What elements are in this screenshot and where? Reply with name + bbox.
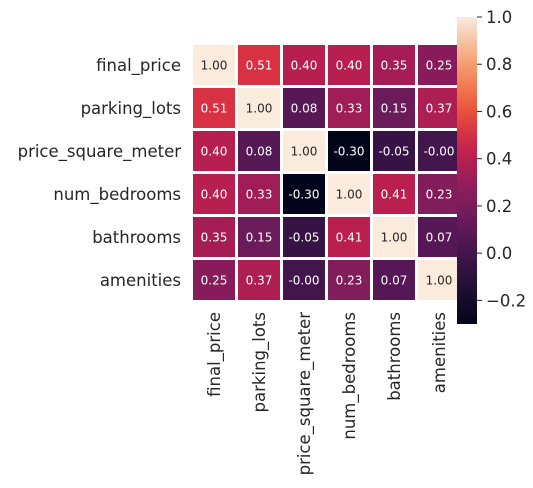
row-tick-label: bathrooms — [92, 228, 181, 247]
colorbar-tick-label: −0.2 — [486, 291, 526, 310]
cell-value-label: 0.51 — [246, 59, 273, 73]
heatmap-cell — [328, 45, 370, 85]
heatmap-cell — [373, 174, 415, 214]
heatmap-cell — [193, 174, 235, 214]
heatmap-cell — [328, 174, 370, 214]
column-tick-label: num_bedrooms — [340, 312, 360, 440]
heatmap-cell — [193, 131, 235, 171]
cell-value-label: 0.23 — [336, 274, 363, 288]
colorbar-tick-label: 0.4 — [486, 150, 512, 169]
cell-value-label: 0.40 — [201, 188, 228, 202]
heatmap-cell — [193, 217, 235, 257]
column-tick-label: final_price — [205, 312, 225, 397]
heatmap-cell — [238, 260, 280, 300]
cell-value-label: 0.23 — [426, 188, 453, 202]
heatmap-cells: 1.00 0.51 0.40 0.40 0.35 0.25 0.51 1.00 0.08 0.33… — [193, 45, 460, 300]
cell-value-label: 0.33 — [246, 188, 273, 202]
cell-value-label: 0.35 — [381, 59, 408, 73]
column-tick-label: price_square_meter — [295, 312, 315, 476]
colorbar-tick-label: 0.2 — [486, 197, 512, 216]
colorbar-tick-label: 1.0 — [486, 8, 512, 27]
cell-value-label: 0.37 — [246, 274, 273, 288]
cell-value-label: -0.05 — [288, 231, 319, 245]
cell-value-label: 0.25 — [426, 59, 453, 73]
heatmap-cell — [238, 217, 280, 257]
cell-value-label: 1.00 — [246, 102, 273, 116]
colorbar-ticks: 1.0 0.8 0.6 0.4 0.2 0.0 −0.2 — [477, 8, 526, 310]
cell-value-label: 0.40 — [336, 59, 363, 73]
heatmap-cell — [373, 260, 415, 300]
heatmap-cell — [373, 88, 415, 128]
heatmap-cell — [373, 131, 415, 171]
heatmap-cell — [283, 174, 325, 214]
row-tick-label: final_price — [96, 56, 181, 76]
heatmap-cell — [328, 260, 370, 300]
cell-value-label: 0.15 — [246, 231, 273, 245]
heatmap-cell — [418, 174, 460, 214]
row-tick-label: num_bedrooms — [53, 185, 181, 205]
cell-value-label: 0.08 — [246, 145, 273, 159]
heatmap-cell — [373, 217, 415, 257]
heatmap-cell — [328, 131, 370, 171]
row-tick-label: parking_lots — [81, 99, 181, 119]
heatmap-cell — [193, 88, 235, 128]
heatmap-cell — [418, 45, 460, 85]
heatmap-cell — [328, 88, 370, 128]
cell-value-label: -0.30 — [288, 188, 319, 202]
column-tick-label: bathrooms — [385, 312, 404, 401]
heatmap-cell — [238, 131, 280, 171]
cell-value-label: 1.00 — [381, 231, 408, 245]
heatmap-cell — [418, 217, 460, 257]
cell-value-label: 0.07 — [381, 274, 408, 288]
row-tick-label: price_square_meter — [18, 142, 182, 162]
heatmap-cell — [193, 260, 235, 300]
cell-value-label: 0.35 — [201, 231, 228, 245]
cell-value-label: 0.25 — [201, 274, 228, 288]
heatmap-cell — [283, 260, 325, 300]
cell-value-label: 1.00 — [336, 188, 363, 202]
cell-value-label: 1.00 — [201, 59, 228, 73]
heatmap-cell — [418, 260, 460, 300]
colorbar-tick-label: 0.0 — [486, 244, 512, 263]
heatmap-cell — [328, 217, 370, 257]
cell-value-label: 0.51 — [201, 102, 228, 116]
heatmap-cell — [283, 131, 325, 171]
heatmap-cell — [373, 45, 415, 85]
cell-value-label: -0.05 — [378, 145, 409, 159]
heatmap-cell — [418, 131, 460, 171]
heatmap-cell — [418, 88, 460, 128]
cell-value-label: 0.08 — [291, 102, 318, 116]
cell-value-label: 0.40 — [201, 145, 228, 159]
colorbar — [457, 17, 477, 324]
cell-value-label: 0.41 — [336, 231, 363, 245]
row-tick-label: amenities — [100, 271, 181, 290]
cell-value-label: -0.00 — [423, 145, 454, 159]
cell-value-label: 0.15 — [381, 102, 408, 116]
colorbar-tick-label: 0.8 — [486, 55, 512, 74]
cell-value-label: 0.41 — [381, 188, 408, 202]
column-tick-labels: final_price parking_lots price_square_mete… — [205, 312, 449, 476]
column-tick-label: parking_lots — [250, 312, 270, 412]
cell-value-label: 1.00 — [291, 145, 318, 159]
cell-value-label: 0.07 — [426, 231, 453, 245]
cell-value-label: 1.00 — [426, 274, 453, 288]
heatmap-cell — [283, 217, 325, 257]
cell-value-label: -0.30 — [333, 145, 364, 159]
heatmap-cell — [283, 88, 325, 128]
cell-value-label: 0.40 — [291, 59, 318, 73]
cell-value-label: -0.00 — [288, 274, 319, 288]
heatmap-cell — [238, 45, 280, 85]
row-tick-labels: final_price parking_lots price_square_mete… — [18, 56, 182, 290]
heatmap-cell — [193, 45, 235, 85]
heatmap-cell — [238, 88, 280, 128]
heatmap-cell — [238, 174, 280, 214]
heatmap-cell — [283, 45, 325, 85]
cell-value-label: 0.33 — [336, 102, 363, 116]
column-tick-label: amenities — [430, 312, 449, 393]
colorbar-tick-label: 0.6 — [486, 102, 512, 121]
cell-value-label: 0.37 — [426, 102, 453, 116]
